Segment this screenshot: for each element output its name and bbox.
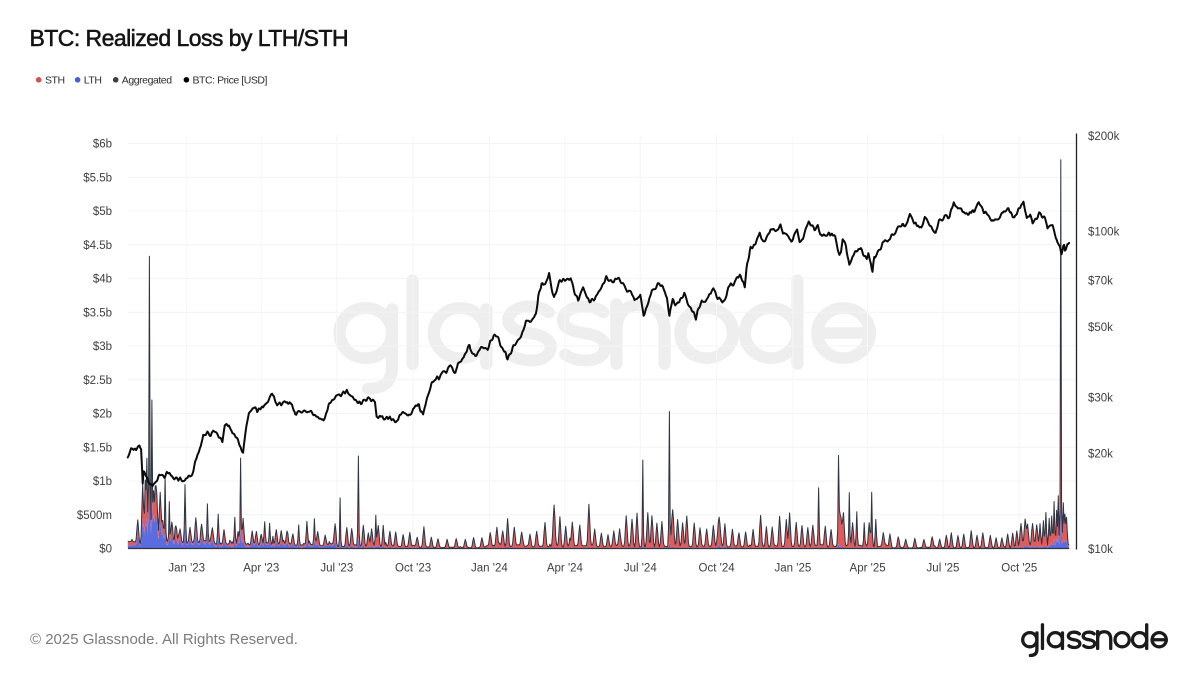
svg-text:$10k: $10k	[1088, 544, 1113, 556]
svg-text:$0: $0	[99, 544, 112, 556]
svg-text:$6b: $6b	[93, 139, 112, 151]
svg-text:$2.5b: $2.5b	[83, 375, 112, 387]
svg-text:$5.5b: $5.5b	[83, 172, 112, 184]
svg-text:STH: STH	[45, 75, 65, 87]
svg-text:Jan '25: Jan '25	[775, 563, 812, 575]
svg-text:$70k: $70k	[1088, 276, 1113, 288]
svg-text:$1.5b: $1.5b	[83, 442, 112, 454]
svg-text:Apr '23: Apr '23	[243, 563, 279, 575]
svg-text:BTC: Price [USD]: BTC: Price [USD]	[193, 75, 268, 87]
svg-text:$1b: $1b	[93, 476, 112, 488]
svg-text:BTC: Realized Loss by LTH/STH: BTC: Realized Loss by LTH/STH	[30, 25, 349, 51]
svg-text:Apr '25: Apr '25	[850, 563, 886, 575]
svg-text:$5b: $5b	[93, 206, 112, 218]
svg-text:LTH: LTH	[84, 75, 102, 87]
svg-text:Oct '25: Oct '25	[1001, 563, 1037, 575]
svg-text:© 2025 Glassnode. All Rights R: © 2025 Glassnode. All Rights Reserved.	[30, 631, 298, 648]
svg-text:Jan '24: Jan '24	[471, 563, 508, 575]
svg-text:Oct '23: Oct '23	[395, 563, 431, 575]
svg-text:Oct '24: Oct '24	[699, 563, 736, 575]
svg-text:$500m: $500m	[77, 510, 112, 522]
svg-text:$100k: $100k	[1088, 227, 1120, 239]
svg-text:$4.5b: $4.5b	[83, 240, 112, 252]
svg-text:$30k: $30k	[1088, 393, 1113, 405]
svg-text:$50k: $50k	[1088, 322, 1113, 334]
svg-text:$3b: $3b	[93, 341, 112, 353]
svg-text:$20k: $20k	[1088, 448, 1113, 460]
svg-text:Apr '24: Apr '24	[547, 563, 584, 575]
svg-text:Jan '23: Jan '23	[168, 563, 205, 575]
svg-text:$200k: $200k	[1088, 131, 1120, 143]
svg-text:Jul '24: Jul '24	[624, 563, 657, 575]
svg-text:Jul '23: Jul '23	[320, 563, 353, 575]
svg-text:$2b: $2b	[93, 409, 112, 421]
svg-text:Aggregated: Aggregated	[122, 75, 172, 87]
svg-text:$3.5b: $3.5b	[83, 307, 112, 319]
svg-text:Jul '25: Jul '25	[927, 563, 960, 575]
svg-text:$4b: $4b	[93, 274, 112, 286]
